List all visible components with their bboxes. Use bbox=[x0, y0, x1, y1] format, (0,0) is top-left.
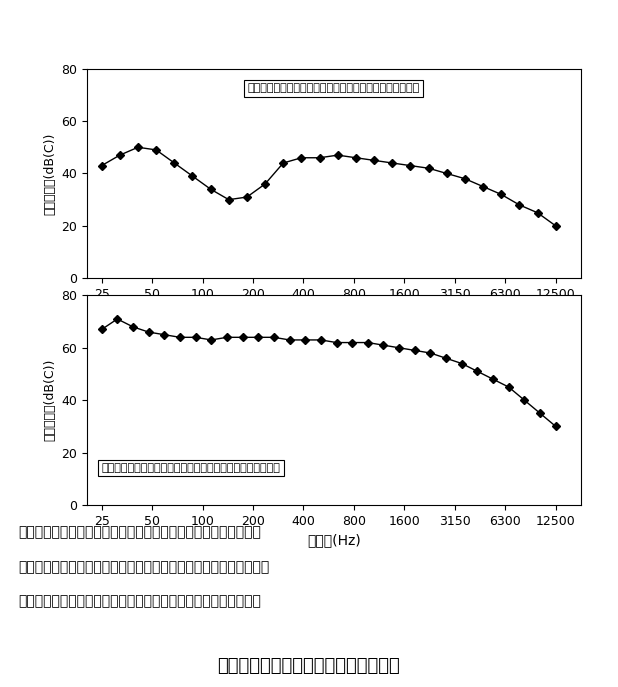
Text: 図３　周波数スペクトル特性と選好性: 図３ 周波数スペクトル特性と選好性 bbox=[218, 657, 400, 675]
Text: （注３）　音圧レベルとは、音源の物理的な音の大きさを表す。: （注３） 音圧レベルとは、音源の物理的な音の大きさを表す。 bbox=[19, 594, 261, 608]
Text: 快適性評価の高い音圧スペクトル（土水路１：タイプ１）: 快適性評価の高い音圧スペクトル（土水路１：タイプ１） bbox=[248, 83, 420, 93]
Text: （注２）　スペクトルの選好性、タイプ１：高い、タイプ２：低い: （注２） スペクトルの選好性、タイプ１：高い、タイプ２：低い bbox=[19, 560, 270, 574]
Y-axis label: 音圧レベル(dB(C)): 音圧レベル(dB(C)) bbox=[44, 133, 57, 214]
Y-axis label: 音圧レベル(dB(C)): 音圧レベル(dB(C)) bbox=[44, 359, 57, 441]
Text: 快適性評価の低い音圧スペクトル（頭首工魚道：タイプ２）: 快適性評価の低い音圧スペクトル（頭首工魚道：タイプ２） bbox=[101, 463, 280, 473]
Text: （注１）　評価結果から、代表的な２種類のスペクトルを示す。: （注１） 評価結果から、代表的な２種類のスペクトルを示す。 bbox=[19, 526, 261, 539]
X-axis label: 周波数(Hz): 周波数(Hz) bbox=[307, 533, 360, 548]
X-axis label: 周波数(Hz): 周波数(Hz) bbox=[307, 306, 360, 321]
